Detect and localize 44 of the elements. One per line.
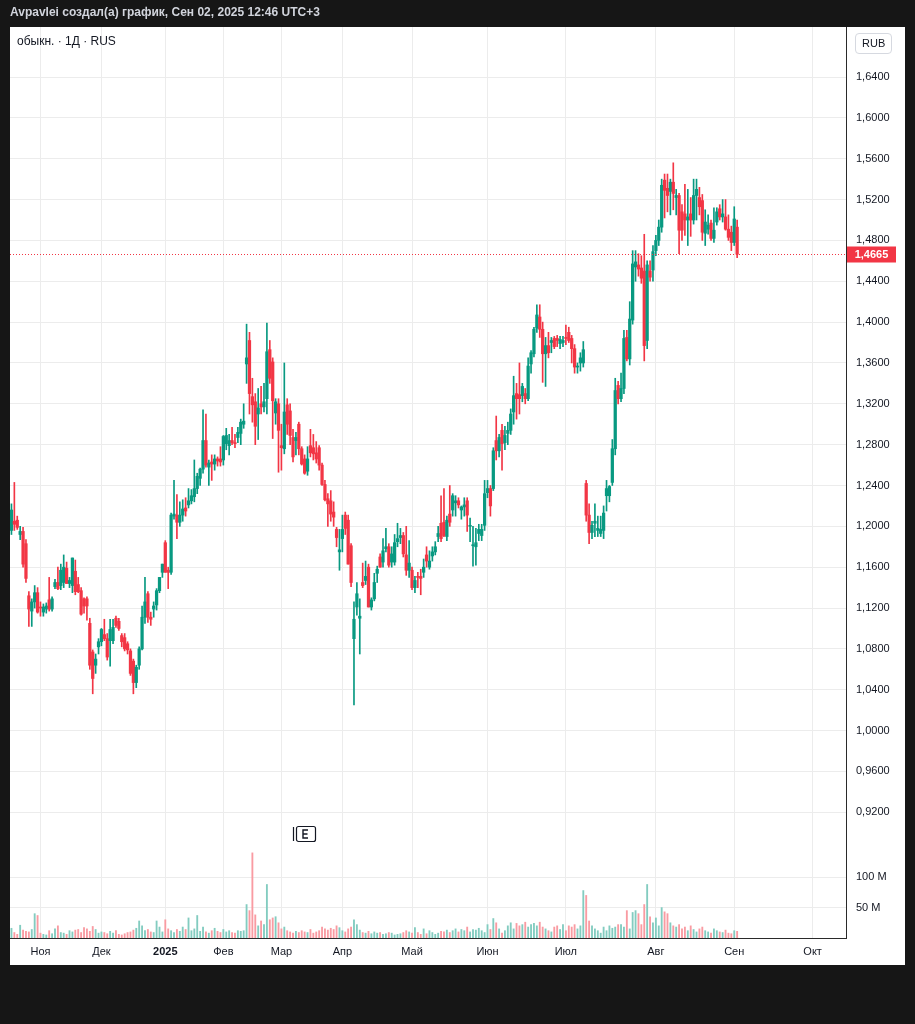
- y-tick-label: 0,9600: [856, 764, 890, 777]
- y-tick-label: 1,3200: [856, 396, 890, 409]
- ref-line-label: 1,4665: [854, 247, 889, 260]
- x-tick-label: Сен: [724, 944, 745, 957]
- y-tick-label: 1,4000: [856, 315, 890, 328]
- text: обыкн. · 1Д · RUS: [17, 34, 116, 49]
- y-axis-title: RUB: [855, 33, 893, 54]
- x-tick-label: Авг: [647, 944, 665, 957]
- candlestick: [419, 568, 423, 596]
- y-tick-label: 1,2400: [856, 478, 890, 491]
- x-tick-label: Окт: [803, 944, 822, 957]
- y-tick-label: 1,6400: [856, 70, 890, 83]
- text: Avpavlei создал(а) график, Сен 02, 2025 12:46 UTC+3: [10, 5, 320, 20]
- y-tick-label: 1,2800: [856, 437, 890, 450]
- y-tick-label: 1,0400: [856, 682, 890, 695]
- candlestick: [259, 386, 263, 415]
- x-tick-label: Июн: [476, 944, 499, 957]
- candlestick: [671, 162, 675, 211]
- y-tick-label: 1,4800: [856, 233, 890, 246]
- y-tick-label: 100 M: [856, 870, 887, 883]
- y-tick-label: 1,4400: [856, 274, 890, 287]
- y-tick-label: 1,1600: [856, 560, 890, 573]
- candlestick: [294, 432, 298, 456]
- y-tick-label: 0,9200: [856, 805, 890, 818]
- x-tick-label: Фев: [213, 944, 234, 957]
- candlestick: [474, 528, 478, 566]
- x-tick-label: 2025: [153, 944, 178, 957]
- y-tick-label: 1,0000: [856, 723, 890, 736]
- y-tick-label: 50 M: [856, 900, 881, 913]
- candlestick: [230, 426, 234, 445]
- y-tick-label: 1,2000: [856, 519, 890, 532]
- y-tick-label: 1,6000: [856, 110, 890, 123]
- x-tick-label: Мар: [270, 944, 293, 957]
- x-tick-label: Май: [401, 944, 423, 957]
- candlestick: [407, 540, 411, 578]
- y-tick-label: 1,5600: [856, 151, 890, 164]
- y-tick-label: 1,5200: [856, 192, 890, 205]
- y-tick-label: 1,1200: [856, 601, 890, 614]
- x-tick-label: Ноя: [30, 944, 51, 957]
- y-tick-label: 1,3600: [856, 355, 890, 368]
- x-tick-label: Июл: [554, 944, 578, 957]
- x-tick-label: Апр: [332, 944, 353, 957]
- x-tick-label: Дек: [92, 944, 111, 957]
- y-tick-label: 1,0800: [856, 641, 890, 654]
